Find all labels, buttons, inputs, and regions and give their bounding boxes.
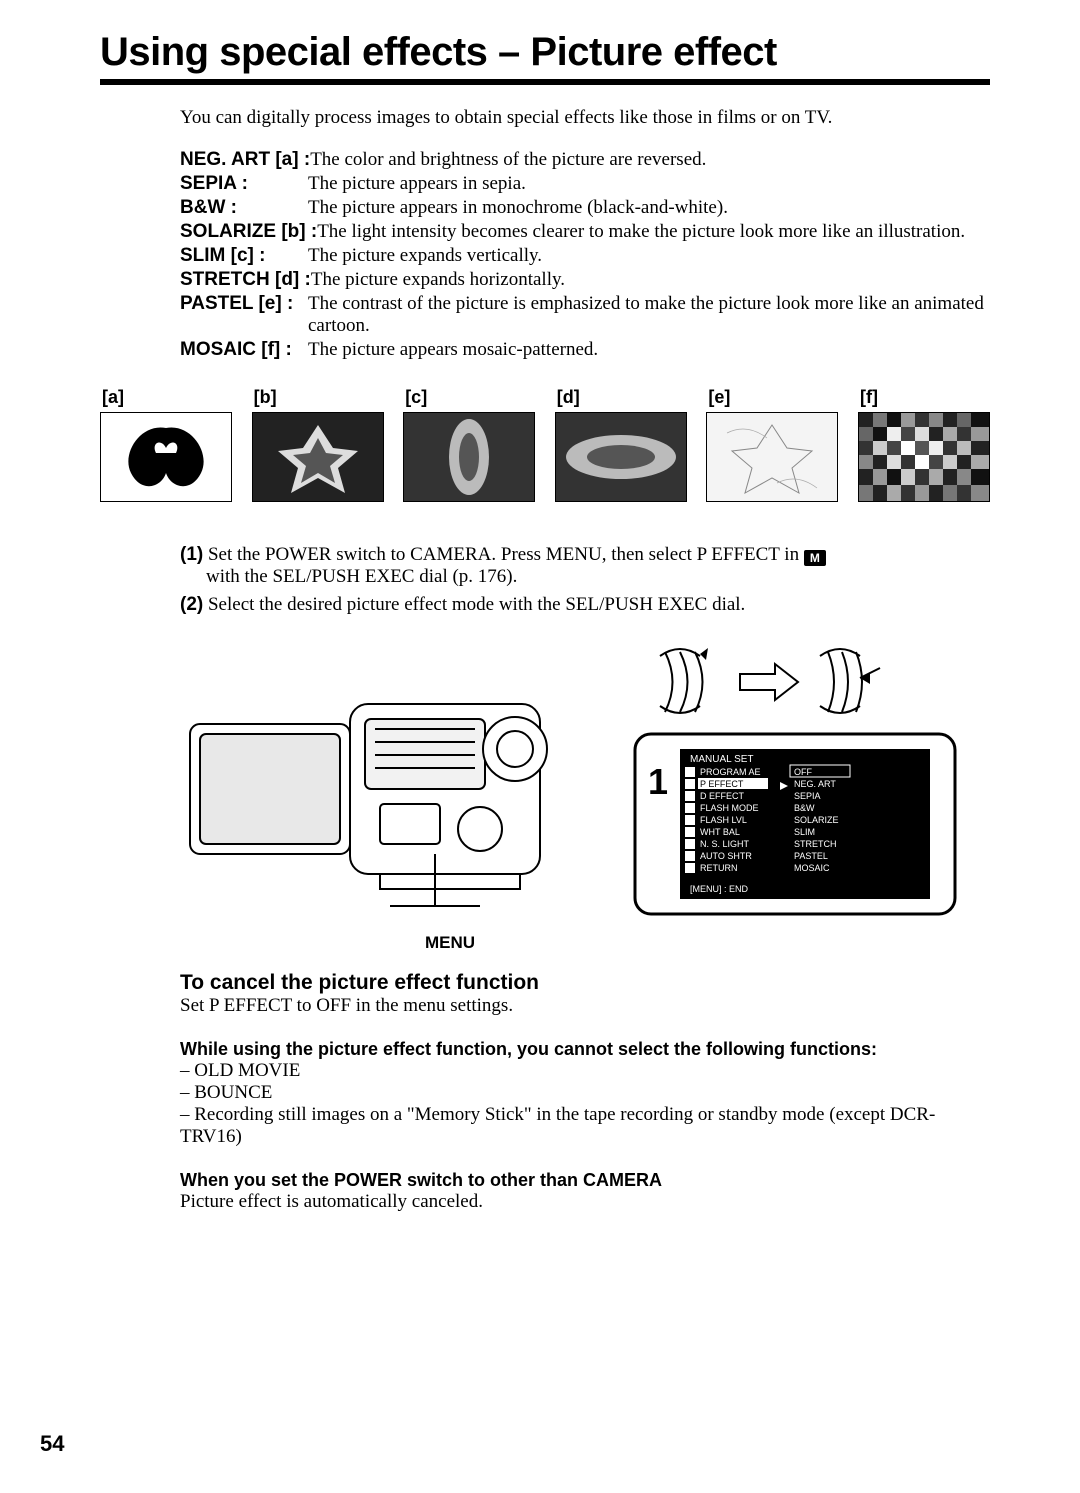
note2-heading: When you set the POWER switch to other t… xyxy=(180,1170,990,1191)
note2-text: Picture effect is automatically canceled… xyxy=(180,1191,990,1213)
svg-text:1: 1 xyxy=(648,761,668,802)
svg-text:WHT BAL: WHT BAL xyxy=(700,827,740,837)
thumb-label: [d] xyxy=(555,387,687,408)
note1-list: – OLD MOVIE – BOUNCE – Recording still i… xyxy=(180,1060,990,1148)
effect-term: SLIM [c] : xyxy=(180,245,308,267)
thumb-labels-row: [a] [b] [c] [d] [e] [f] xyxy=(100,387,990,408)
note1-item: – BOUNCE xyxy=(180,1082,990,1104)
effect-term: NEG. ART [a] : xyxy=(180,149,310,171)
menu-title: MANUAL SET xyxy=(690,754,754,765)
effect-row: SOLARIZE [b] :The light intensity become… xyxy=(180,221,990,243)
effects-definitions: NEG. ART [a] :The color and brightness o… xyxy=(180,149,990,361)
menu-caption: MENU xyxy=(290,933,610,953)
intro-text: You can digitally process images to obta… xyxy=(180,107,990,129)
effect-desc: The picture appears in monochrome (black… xyxy=(308,197,990,219)
thumb-label: [f] xyxy=(858,387,990,408)
effect-row: B&W :The picture appears in monochrome (… xyxy=(180,197,990,219)
effect-term: SOLARIZE [b] : xyxy=(180,221,317,243)
svg-text:STRETCH: STRETCH xyxy=(794,839,837,849)
svg-text:N. S. LIGHT: N. S. LIGHT xyxy=(700,839,750,849)
effect-desc: The light intensity becomes clearer to m… xyxy=(317,221,990,243)
thumb-label: [c] xyxy=(403,387,535,408)
camcorder-icon xyxy=(190,704,547,906)
step-text: Set the POWER switch to CAMERA. Press ME… xyxy=(203,544,804,565)
thumb-label: [a] xyxy=(100,387,232,408)
step-text: Select the desired picture effect mode w… xyxy=(203,594,745,615)
effect-term: MOSAIC [f] : xyxy=(180,339,308,361)
title-rule xyxy=(100,79,990,85)
effect-term: STRETCH [d] : xyxy=(180,269,311,291)
svg-text:SLIM: SLIM xyxy=(794,827,815,837)
diagram: MANUAL SET PROGRAM AE P EFFECT D EFFECT … xyxy=(180,634,990,953)
effect-term: B&W : xyxy=(180,197,308,219)
dial-turn-icon xyxy=(660,648,708,713)
thumb-solarize xyxy=(252,412,384,502)
effect-term: SEPIA : xyxy=(180,173,308,195)
svg-text:D EFFECT: D EFFECT xyxy=(700,791,745,801)
svg-text:P EFFECT: P EFFECT xyxy=(700,779,744,789)
dial-press-icon xyxy=(820,649,880,713)
thumb-slim xyxy=(403,412,535,502)
effect-desc: The picture appears in sepia. xyxy=(308,173,990,195)
cancel-text: Set P EFFECT to OFF in the menu settings… xyxy=(180,995,990,1017)
manual-set-icon: M xyxy=(804,550,826,566)
arrow-right-icon xyxy=(740,664,798,700)
effect-desc: The contrast of the picture is emphasize… xyxy=(308,293,990,337)
thumb-label: [e] xyxy=(706,387,838,408)
thumb-stretch xyxy=(555,412,687,502)
effect-row: PASTEL [e] :The contrast of the picture … xyxy=(180,293,990,337)
svg-text:[MENU] : END: [MENU] : END xyxy=(690,884,749,894)
svg-text:RETURN: RETURN xyxy=(700,863,738,873)
svg-text:PROGRAM AE: PROGRAM AE xyxy=(700,767,761,777)
note1-heading: While using the picture effect function,… xyxy=(180,1039,990,1060)
steps-block: (1) Set the POWER switch to CAMERA. Pres… xyxy=(180,544,990,616)
step-text-cont: with the SEL/PUSH EXEC dial (p. 176). xyxy=(206,566,517,588)
thumb-label: [b] xyxy=(252,387,384,408)
page-title: Using special effects – Picture effect xyxy=(100,30,990,75)
step-1: (1) Set the POWER switch to CAMERA. Pres… xyxy=(180,544,990,588)
svg-text:SOLARIZE: SOLARIZE xyxy=(794,815,839,825)
effect-row: SLIM [c] :The picture expands vertically… xyxy=(180,245,990,267)
thumb-neg-art xyxy=(100,412,232,502)
svg-text:MOSAIC: MOSAIC xyxy=(794,863,830,873)
effect-row: MOSAIC [f] :The picture appears mosaic-p… xyxy=(180,339,990,361)
note1-item: – OLD MOVIE xyxy=(180,1060,990,1082)
svg-text:OFF: OFF xyxy=(794,767,812,777)
effect-desc: The picture expands horizontally. xyxy=(311,269,990,291)
effect-row: NEG. ART [a] :The color and brightness o… xyxy=(180,149,990,171)
step-2: (2) Select the desired picture effect mo… xyxy=(180,594,990,616)
svg-text:SEPIA: SEPIA xyxy=(794,791,821,801)
effect-desc: The color and brightness of the picture … xyxy=(310,149,990,171)
effect-row: STRETCH [d] :The picture expands horizon… xyxy=(180,269,990,291)
step-number: (2) xyxy=(180,594,203,615)
svg-text:PASTEL: PASTEL xyxy=(794,851,828,861)
svg-text:NEG. ART: NEG. ART xyxy=(794,779,836,789)
effect-desc: The picture appears mosaic-patterned. xyxy=(308,339,990,361)
page-number: 54 xyxy=(40,1431,64,1457)
svg-text:B&W: B&W xyxy=(794,803,815,813)
effect-row: SEPIA :The picture appears in sepia. xyxy=(180,173,990,195)
thumbs-row xyxy=(100,412,990,502)
svg-text:FLASH LVL: FLASH LVL xyxy=(700,815,747,825)
effect-desc: The picture expands vertically. xyxy=(308,245,990,267)
effect-term: PASTEL [e] : xyxy=(180,293,308,315)
step-number: (1) xyxy=(180,544,203,565)
thumb-pastel xyxy=(706,412,838,502)
cancel-heading: To cancel the picture effect function xyxy=(180,971,990,995)
thumb-mosaic xyxy=(858,412,990,502)
menu-panel: MANUAL SET PROGRAM AE P EFFECT D EFFECT … xyxy=(635,734,955,914)
svg-text:FLASH MODE: FLASH MODE xyxy=(700,803,759,813)
note1-item: – Recording still images on a "Memory St… xyxy=(180,1104,990,1148)
svg-text:AUTO SHTR: AUTO SHTR xyxy=(700,851,752,861)
